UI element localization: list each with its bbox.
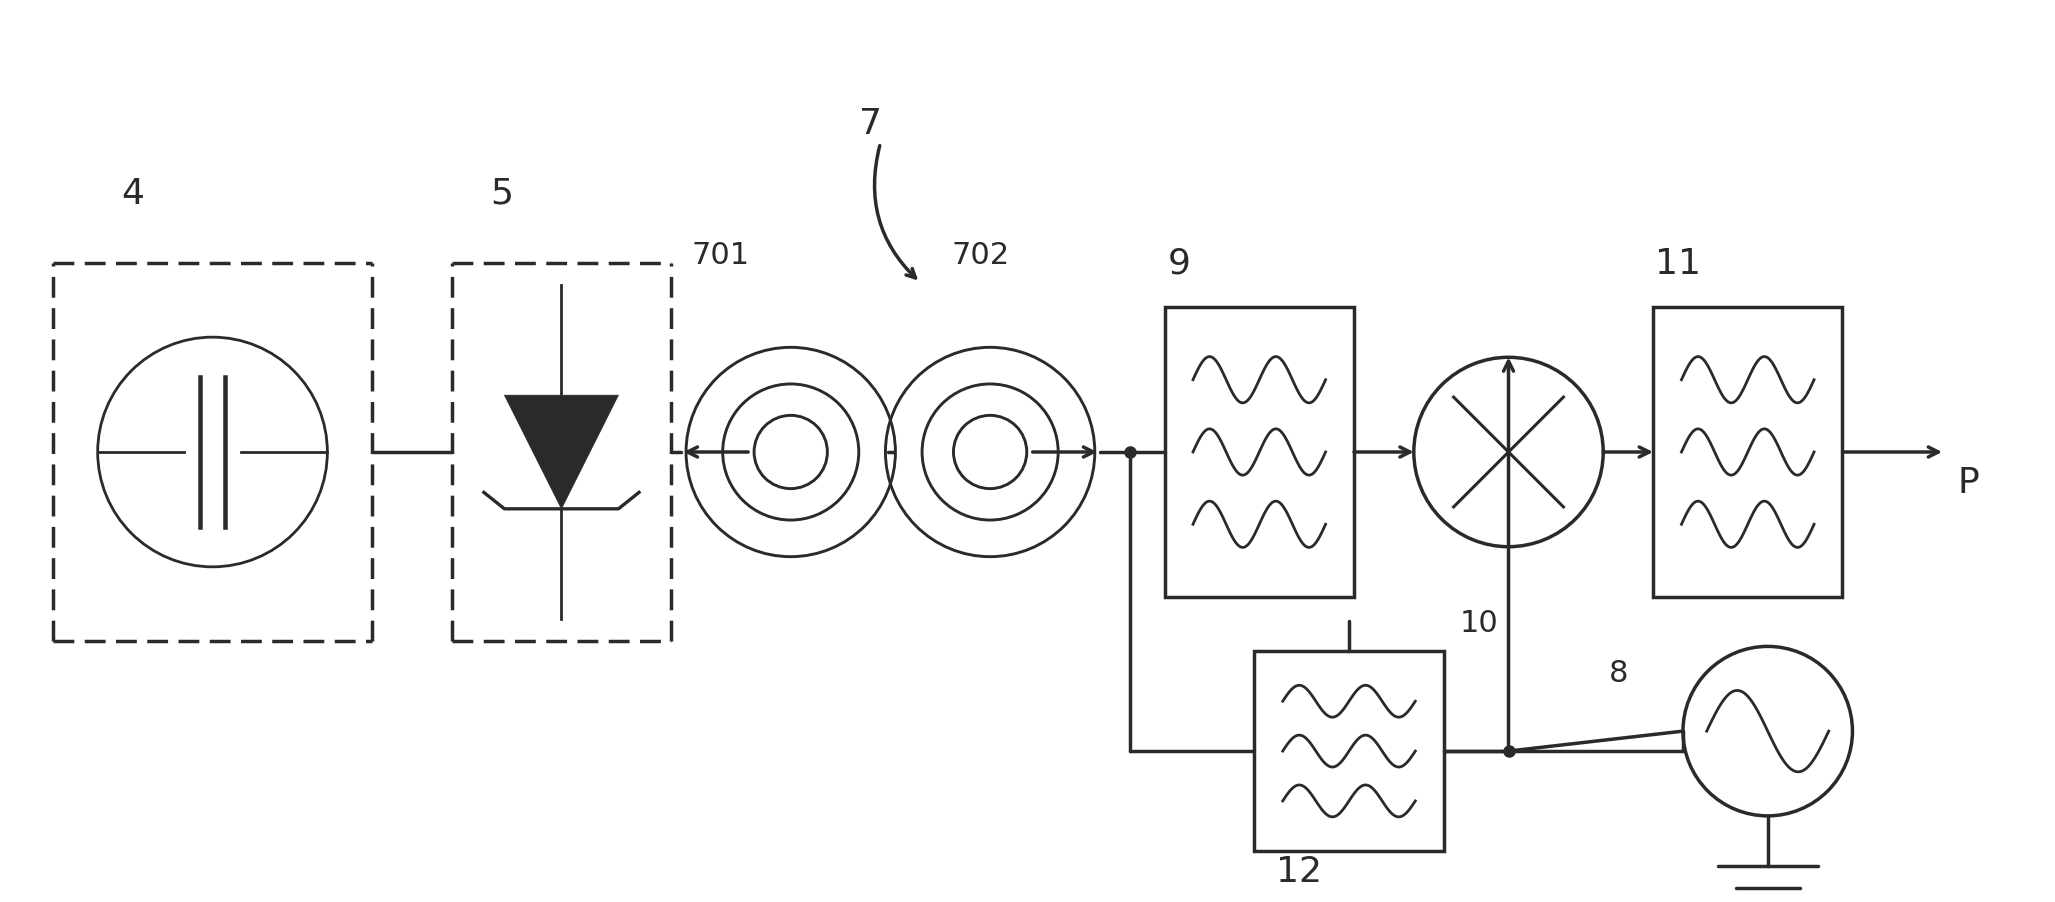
Text: 702: 702: [951, 240, 1009, 270]
Text: 4: 4: [121, 177, 144, 210]
Text: 5: 5: [491, 177, 514, 210]
Text: 7: 7: [859, 106, 882, 141]
Text: 8: 8: [1609, 658, 1628, 687]
Bar: [1254, 651, 1445, 851]
Bar: [1652, 308, 1843, 597]
Text: 10: 10: [1459, 609, 1498, 638]
Text: 11: 11: [1654, 246, 1702, 281]
Bar: [1165, 308, 1354, 597]
Text: 9: 9: [1167, 246, 1192, 281]
Polygon shape: [503, 396, 619, 510]
Text: 701: 701: [693, 240, 750, 270]
Text: 12: 12: [1276, 853, 1321, 888]
Text: P: P: [1956, 465, 1979, 500]
